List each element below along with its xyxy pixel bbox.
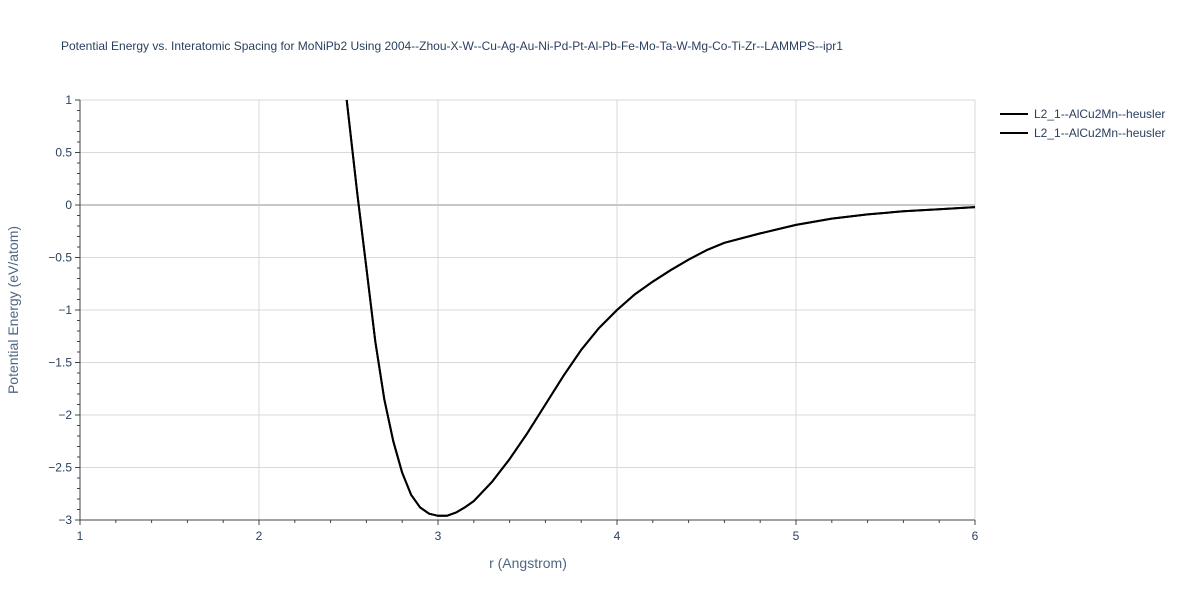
series-line [345,99,976,517]
y-ticks: 1 0.5 0 −0.5 −1 −1.5 −2 −2.5 −3 [48,93,80,527]
x-tick-label: 3 [435,529,442,543]
legend-label: L2_1--AlCu2Mn--heusler [1034,126,1165,140]
y-tick-label: −1 [58,303,72,317]
legend-item[interactable]: L2_1--AlCu2Mn--heusler [1000,107,1165,121]
series-layer [345,99,976,517]
x-tick-label: 5 [793,529,800,543]
series-line [345,99,976,517]
x-tick-label: 4 [614,529,621,543]
x-tick-label: 2 [256,529,263,543]
y-tick-label: 1 [65,93,72,107]
y-tick-label: −2 [58,408,72,422]
y-tick-label: −1.5 [48,356,72,370]
chart-title: Potential Energy vs. Interatomic Spacing… [61,39,843,53]
x-tick-label: 1 [77,529,84,543]
grid [80,99,976,520]
legend-item[interactable]: L2_1--AlCu2Mn--heusler [1000,126,1165,140]
x-axis-title: r (Angstrom) [489,555,567,571]
y-tick-label: 0.5 [55,146,72,160]
x-ticks: 1 2 3 4 5 6 [77,520,979,543]
legend[interactable]: L2_1--AlCu2Mn--heusler L2_1--AlCu2Mn--heu… [1000,107,1165,140]
y-tick-label: −2.5 [48,461,72,475]
legend-label: L2_1--AlCu2Mn--heusler [1034,107,1165,121]
x-tick-label: 6 [972,529,979,543]
y-tick-label: −3 [58,513,72,527]
y-axis-title: Potential Energy (eV/atom) [5,226,21,394]
y-tick-label: 0 [65,198,72,212]
y-tick-label: −0.5 [48,251,72,265]
